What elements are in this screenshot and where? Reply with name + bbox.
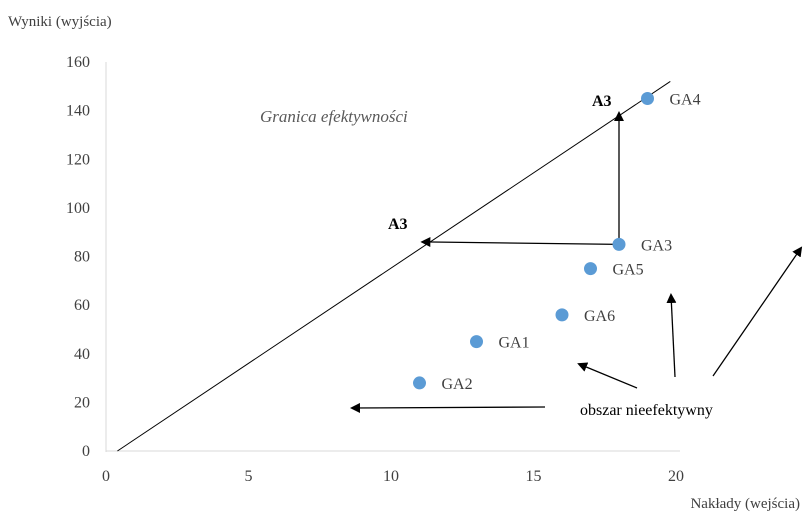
data-point-label-ga6: GA6 bbox=[584, 308, 615, 325]
inefficient-arrow-up bbox=[666, 293, 677, 378]
data-point-ga3 bbox=[612, 237, 626, 251]
data-point-label-ga4: GA4 bbox=[670, 91, 701, 108]
y-tick-label: 100 bbox=[66, 200, 90, 217]
y-tick-label: 160 bbox=[66, 54, 90, 71]
y-tick-label: 0 bbox=[82, 443, 90, 460]
x-axis-title: Nakłady (wejścia) bbox=[690, 496, 800, 512]
a3-horizontal-label: A3 bbox=[388, 216, 408, 233]
a3-horizontal-arrow bbox=[420, 237, 620, 248]
y-tick-label: 140 bbox=[66, 103, 90, 120]
data-point-ga6 bbox=[555, 308, 569, 322]
data-point-label-ga1: GA1 bbox=[499, 335, 530, 352]
data-point-label-ga5: GA5 bbox=[613, 262, 644, 279]
y-tick-label: 60 bbox=[74, 297, 90, 314]
x-tick-label: 20 bbox=[668, 468, 684, 485]
y-tick-label: 120 bbox=[66, 151, 90, 168]
data-point-ga1 bbox=[470, 335, 483, 349]
inefficient-region-label: obszar nieefektywny bbox=[580, 402, 713, 419]
x-tick-label: 0 bbox=[102, 468, 110, 485]
y-tick-label: 40 bbox=[74, 346, 90, 363]
efficiency-frontier-label: Granica efektywności bbox=[260, 107, 408, 126]
y-tick-label: 80 bbox=[74, 249, 90, 266]
x-tick-label: 15 bbox=[526, 468, 542, 485]
y-tick-label: 20 bbox=[74, 394, 90, 411]
inefficient-arrow-left bbox=[350, 402, 546, 413]
y-axis-title: Wyniki (wyjścia) bbox=[8, 14, 112, 30]
x-tick-label: 5 bbox=[245, 468, 253, 485]
data-point-ga4 bbox=[641, 91, 654, 105]
x-tick-labels: 0 5 10 15 20 bbox=[102, 468, 684, 485]
data-point-label-ga3: GA3 bbox=[641, 237, 672, 254]
data-points: GA1 GA2 GA3 GA4 GA5 GA6 bbox=[413, 91, 701, 393]
inefficient-arrow-upper-left bbox=[577, 362, 638, 389]
inefficient-arrow-upper-right bbox=[712, 246, 803, 377]
data-point-label-ga2: GA2 bbox=[442, 376, 473, 393]
data-point-ga5 bbox=[584, 262, 597, 276]
a3-vertical-label: A3 bbox=[592, 93, 612, 110]
inefficient-region-arrows bbox=[350, 246, 803, 413]
data-point-ga2 bbox=[413, 376, 426, 390]
efficiency-frontier-line bbox=[117, 81, 671, 452]
y-tick-labels: 0 20 40 60 80 100 120 140 160 bbox=[66, 54, 90, 460]
x-tick-label: 10 bbox=[383, 468, 399, 485]
